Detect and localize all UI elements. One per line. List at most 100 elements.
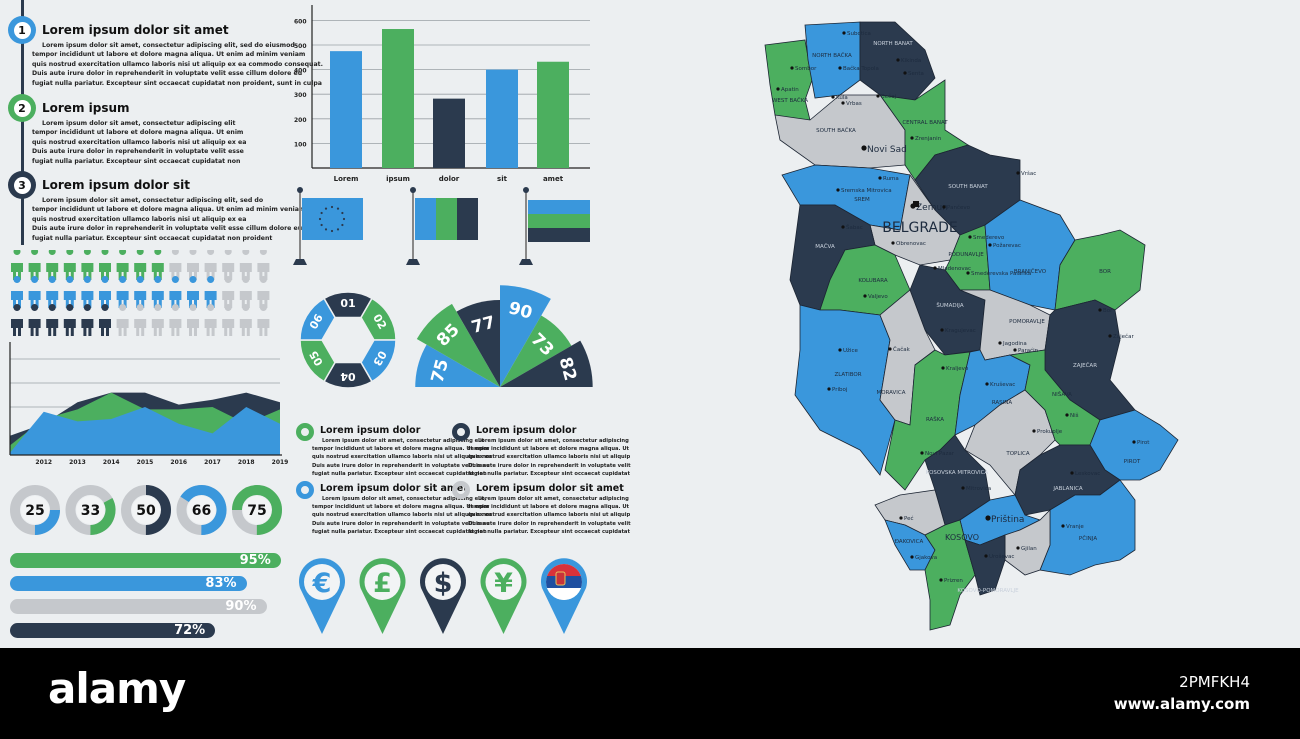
ring-bullet-icon (452, 481, 470, 499)
flag-stripe (546, 588, 582, 600)
paragraph-line: fugiat nulla pariatur. Excepteur sint oc… (312, 470, 487, 477)
x-tick-label: 2016 (170, 459, 187, 466)
x-tick-label: 2018 (238, 459, 255, 466)
flag-pole-top (523, 187, 529, 193)
pound-icon: £ (364, 564, 401, 600)
person-icon (204, 250, 217, 280)
city-dot (988, 243, 992, 247)
paragraph-line: Lorem ipsum dolor sit amet, consectetur … (42, 42, 295, 49)
x-tick-label: 2017 (204, 459, 221, 466)
city-dot (984, 554, 988, 558)
donut-center (243, 496, 271, 524)
person-icon (28, 304, 41, 336)
region-label: KOSOVO-POMORAVLJE (957, 588, 1019, 594)
city-dot (1013, 348, 1017, 352)
person-icon (187, 304, 199, 336)
donut-center (21, 496, 49, 524)
person-icon (28, 276, 41, 308)
dollar-icon: $ (425, 564, 461, 600)
city-dot (841, 101, 845, 105)
y-tick-label: 300 (294, 92, 307, 99)
city-label: Vršac (1021, 170, 1036, 177)
person-icon (204, 304, 217, 336)
city-dot (910, 136, 914, 140)
paragraph-line: quis nostrud exercitation ullamco labori… (468, 454, 631, 461)
region-label: WEST BAČKA (772, 97, 808, 104)
city-dot (1032, 429, 1036, 433)
info-paragraph: Lorem ipsum dolor sit amet, consectetur … (468, 437, 631, 478)
flag-star (336, 228, 340, 231)
x-tick-label: dolor (439, 175, 460, 183)
paragraph-line: Duis aute irure dolor in reprehenderit i… (32, 148, 244, 156)
region-label: BRANIČEVO (1014, 268, 1047, 275)
area-chart: 2012 2013 2014 2015 2016 2017 2018 2019 (9, 342, 289, 466)
donut-label: 25 (25, 503, 44, 519)
city-dot (966, 271, 970, 275)
paragraph-line: fugiat nulla pariatur. Excepteur sint oc… (468, 470, 630, 477)
person-icon (11, 276, 23, 308)
city-dot (827, 387, 831, 391)
paragraph-line: quis nostrud exercitation ullamco labori… (32, 60, 323, 68)
city-label: Smederevo (973, 235, 1005, 241)
map-region-kosovo-pomoravlje (964, 534, 1006, 596)
y-tick-label: 400 (294, 68, 307, 75)
step-number-badge: 3 (8, 171, 36, 199)
paragraph-line: Lorem ipsum dolor sit amet, consectetur … (478, 438, 629, 444)
area-series-blue (10, 407, 280, 455)
region-label: MAČVA (815, 243, 835, 250)
bar-ipsum (382, 29, 414, 169)
city-label: Kruševac (990, 381, 1015, 388)
person-icon (63, 304, 76, 336)
flag-star (324, 207, 328, 210)
person-icon (11, 304, 23, 336)
flag-horizontal-stripe (528, 228, 590, 242)
flag-star (341, 223, 344, 227)
flag-pole-top (410, 187, 416, 193)
flag-pole-top (297, 187, 303, 193)
person-icon (169, 276, 182, 308)
pin-symbol: ¥ (494, 568, 513, 599)
paragraph-line: tempor incididunt ut labore et dolore ma… (312, 504, 490, 511)
info-title: Lorem ipsum dolor (476, 425, 577, 436)
paragraph-line: quis nostrud exercitation ullamco labori… (312, 512, 492, 519)
paragraph-line: Lorem ipsum dolor sit amet, consectetur … (42, 197, 264, 204)
ring-label: 04 (340, 370, 356, 383)
person-icon (204, 276, 217, 308)
city-dot (838, 66, 842, 70)
region-label: RASINA (992, 400, 1013, 406)
paragraph-line: quis nostrud exercitation ullamco labori… (32, 138, 247, 146)
region-label: PČINJA (1079, 535, 1097, 542)
fan-wedge (500, 315, 572, 387)
paragraph-line: quis nostrud exercitation ullamco labori… (312, 454, 492, 461)
city-label: Zrenjanin (915, 136, 942, 142)
paragraph-line: Lorem ipsum dolor sit amet, consectetur … (322, 496, 487, 502)
x-tick-label: ipsum (386, 175, 410, 183)
region-label: NORTH BAČKA (812, 52, 852, 59)
serbia-map: WEST BAČKA NORTH BAČKA NORTH BANAT SOUTH BA… (764, 21, 1179, 631)
donut-center (187, 496, 216, 524)
step-paragraph: Lorem ipsum dolor sit amet, consectetur … (32, 196, 305, 243)
city-dot (842, 31, 846, 35)
x-tick-label: 2015 (137, 459, 154, 466)
progress-bar-grey: 90% (10, 599, 267, 614)
city-label: Subotica (847, 31, 871, 37)
bar-amet (537, 61, 569, 169)
y-tick-label: 200 (294, 117, 307, 124)
bar-lorem (330, 51, 362, 168)
city-label: Mitrovica (966, 486, 991, 492)
region-label: KOSOVO (945, 533, 979, 542)
donut-label: 33 (81, 503, 100, 519)
flag-star (324, 228, 328, 231)
city-dot (942, 205, 946, 209)
flags-group (293, 187, 590, 265)
city-dot (1070, 471, 1074, 475)
person-icon (46, 276, 59, 308)
city-dot (1016, 171, 1020, 175)
flag-vertical-stripe (415, 198, 436, 240)
city-dot (838, 348, 842, 352)
bar-chart: 100 200 300 400 500 600 Lorem ipsum dolor sit amet (294, 5, 590, 183)
timeline-line (21, 0, 24, 245)
x-tick-label: 2019 (272, 459, 289, 466)
city-dot (1016, 546, 1020, 550)
region-label: SOUTH BANAT (948, 184, 988, 190)
